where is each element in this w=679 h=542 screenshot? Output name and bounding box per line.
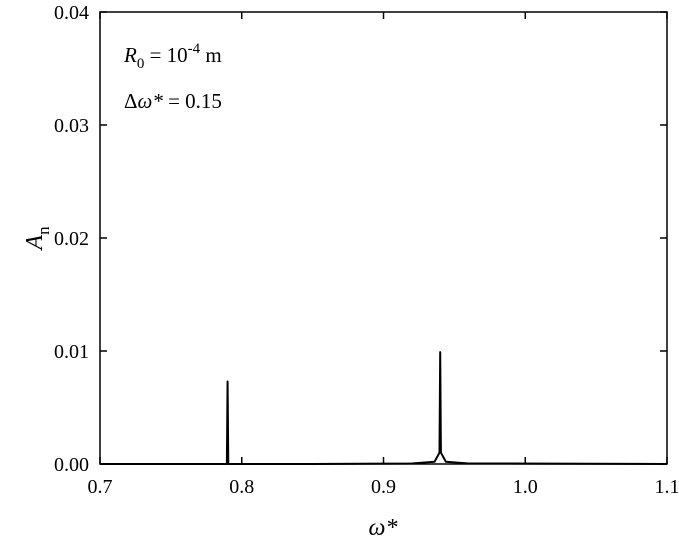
annotation-radius: R0 = 10-4 m	[123, 41, 222, 72]
x-tick-label-3: 1.0	[513, 476, 538, 498]
x-axis-label: ω*	[369, 515, 398, 541]
annotation-radius-sup: -4	[188, 41, 201, 57]
annotation-delta-symbol: Δ	[124, 89, 138, 113]
annotation-radius-eq: = 10	[144, 43, 187, 67]
y-tick-label-2: 0.02	[54, 228, 89, 250]
plot-frame	[99, 11, 668, 465]
y-tick-label-0: 0.00	[54, 454, 89, 476]
annotation-radius-unit: m	[200, 43, 222, 67]
x-tick-label-4: 1.1	[655, 476, 679, 498]
y-axis-label-sub: n	[34, 226, 53, 235]
tick-labels: 0.7 0.8 0.9 1.0 1.1 0.00 0.01 0.02 0.03 0.04	[54, 2, 679, 498]
x-tick-label-2: 0.9	[371, 476, 396, 498]
y-axis-label: An	[22, 226, 53, 252]
axis-ticks	[99, 11, 668, 465]
y-axis-label-main: A	[22, 235, 48, 252]
series-line-0	[100, 351, 668, 465]
annotation-delta-eq: = 0.15	[163, 89, 222, 113]
y-tick-label-3: 0.03	[54, 115, 89, 137]
annotation-radius-sub: 0	[137, 56, 145, 72]
y-tick-label-4: 0.04	[54, 2, 89, 24]
x-tick-label-0: 0.7	[88, 476, 113, 498]
x-tick-label-1: 0.8	[229, 476, 254, 498]
annotation-delta-var: ω*	[138, 89, 164, 113]
series-group	[100, 351, 668, 465]
annotation-radius-var: R	[123, 43, 137, 67]
annotation-delta-omega: Δω* = 0.15	[124, 89, 222, 113]
y-tick-label-1: 0.01	[54, 341, 89, 363]
